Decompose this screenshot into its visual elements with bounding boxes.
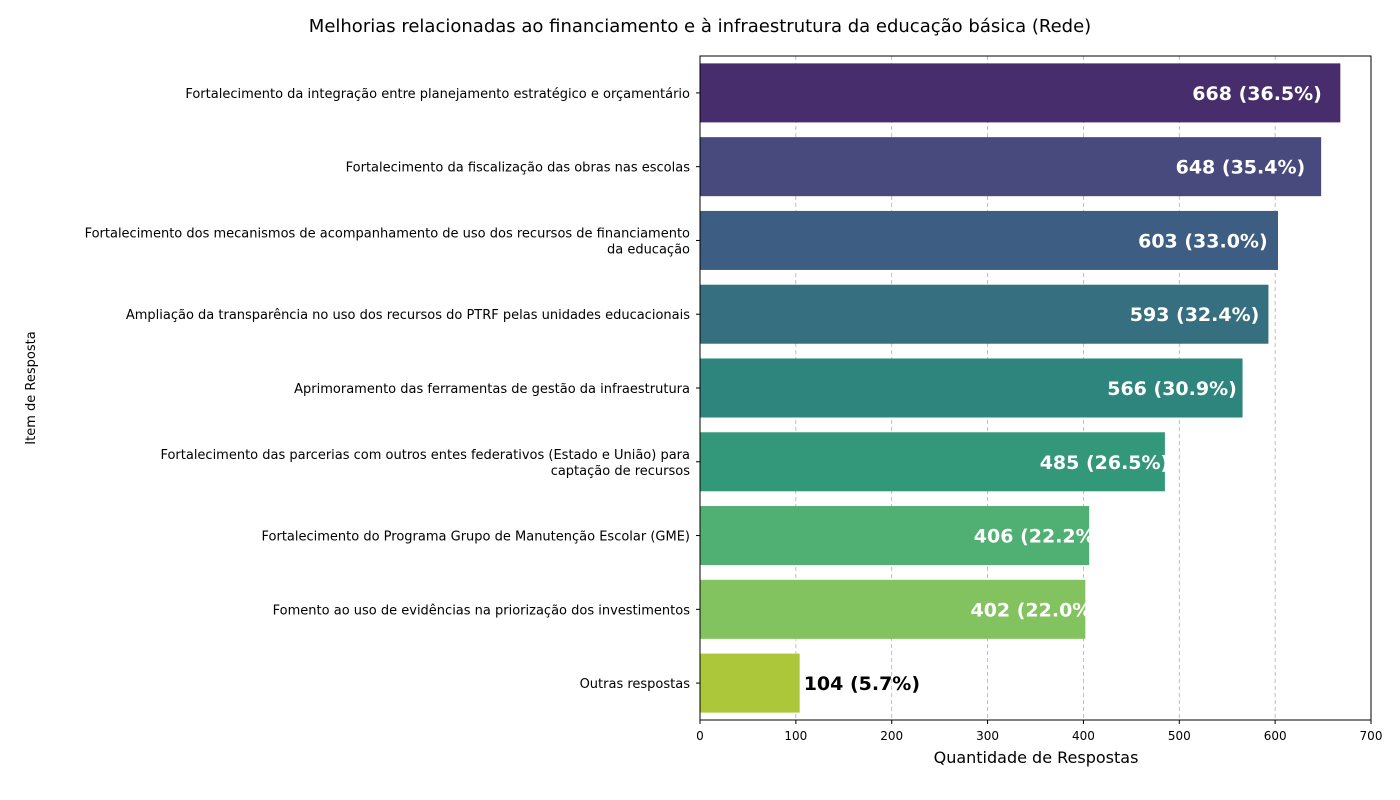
bar	[700, 210, 1279, 270]
y-axis-label: Item de Resposta	[24, 331, 39, 444]
x-tick-labels-layer: 0 100 200 300 400 500 600 700	[696, 720, 1382, 743]
category-label: Fortalecimento da fiscalização das obras…	[346, 161, 691, 176]
data-label: 648 (35.4%)	[1176, 157, 1306, 179]
bar	[700, 284, 1269, 344]
category-label-line: Aprimoramento das ferramentas de gestão …	[294, 382, 690, 397]
data-label: 406 (22.2%)	[974, 526, 1104, 548]
bar	[700, 358, 1243, 418]
x-tick-label: 0	[696, 729, 704, 743]
x-tick-label: 300	[976, 729, 999, 743]
category-label-line: Fortalecimento do Programa Grupo de Manu…	[262, 530, 690, 545]
category-label: Fortalecimento dos mecanismos de acompan…	[85, 226, 690, 257]
category-label: Fomento ao uso de evidências na prioriza…	[273, 603, 691, 618]
bars-layer	[700, 63, 1341, 713]
bar	[700, 137, 1322, 197]
category-label-line: Fortalecimento da fiscalização das obras…	[346, 161, 691, 176]
category-label-line: Fortalecimento dos mecanismos de acompan…	[85, 226, 690, 241]
x-axis-label: Quantidade de Respostas	[934, 748, 1139, 767]
data-label: 603 (33.0%)	[1138, 230, 1268, 252]
x-tick-label: 100	[784, 729, 807, 743]
bar	[700, 432, 1165, 492]
data-label: 668 (36.5%)	[1192, 83, 1322, 105]
category-label-line: Fortalecimento das parcerias com outros …	[160, 448, 690, 463]
plot-frame	[699, 55, 1372, 721]
x-tick-label: 600	[1264, 729, 1287, 743]
category-label: Ampliação da transparência no uso dos re…	[126, 308, 690, 323]
category-labels-layer: Fortalecimento da integração entre plane…	[85, 87, 700, 692]
category-label: Outras respostas	[580, 677, 691, 692]
bar	[700, 506, 1090, 566]
data-labels-layer: 668 (36.5%) 648 (35.4%) 603 (33.0%) 593 (32…	[804, 83, 1322, 695]
bar	[700, 63, 1341, 123]
category-label-line: Ampliação da transparência no uso dos re…	[126, 308, 690, 323]
data-label: 104 (5.7%)	[804, 673, 920, 695]
category-label-line: captação de recursos	[551, 464, 691, 479]
category-label: Fortalecimento da integração entre plane…	[185, 87, 690, 102]
x-tick-label: 700	[1360, 729, 1383, 743]
data-label: 402 (22.0%)	[970, 599, 1100, 621]
bar	[700, 653, 800, 713]
data-label: 485 (26.5%)	[1040, 452, 1170, 474]
category-label-line: Outras respostas	[580, 677, 691, 692]
category-label-line: Fomento ao uso de evidências na prioriza…	[273, 603, 691, 618]
x-tick-label: 500	[1168, 729, 1191, 743]
data-label: 566 (30.9%)	[1107, 378, 1237, 400]
category-label: Fortalecimento das parcerias com outros …	[160, 448, 690, 479]
category-label-line: da educação	[607, 242, 690, 257]
data-label: 593 (32.4%)	[1130, 304, 1260, 326]
category-label-line: Fortalecimento da integração entre plane…	[185, 87, 690, 102]
bar	[700, 579, 1086, 639]
x-tick-label: 200	[880, 729, 903, 743]
chart-title: Melhorias relacionadas ao financiamento …	[309, 16, 1091, 37]
category-label: Aprimoramento das ferramentas de gestão …	[294, 382, 690, 397]
x-tick-label: 400	[1072, 729, 1095, 743]
category-label: Fortalecimento do Programa Grupo de Manu…	[262, 530, 690, 545]
